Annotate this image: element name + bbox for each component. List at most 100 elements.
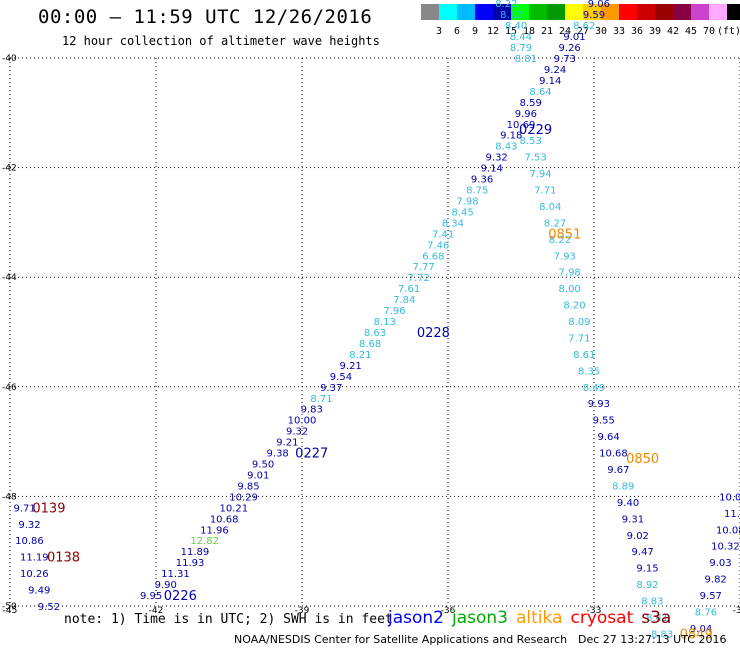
mission-cryosat: cryosat: [570, 608, 634, 628]
y-tick-label: -44: [2, 273, 17, 283]
wave-height-value: 7.46: [427, 240, 449, 251]
wave-height-value: 9.21: [276, 438, 298, 449]
wave-height-value: 8.81: [515, 54, 537, 65]
wave-height-value: 11.96: [200, 525, 229, 536]
wave-height-value: 9.37: [320, 383, 342, 394]
wave-height-value: 10.21: [220, 503, 249, 514]
wave-height-value: 9.71: [13, 503, 35, 514]
legend-label: 30: [594, 26, 608, 37]
wave-height-value: 10.69: [507, 120, 536, 131]
wave-height-value: 9.49: [28, 586, 50, 597]
legend-label: 45: [684, 26, 698, 37]
wave-height-value: 9.06: [588, 0, 610, 10]
wave-height-value: 9.38: [267, 449, 289, 460]
legend-swatch: [673, 4, 691, 20]
wave-height-value: 9.95: [140, 591, 162, 602]
wave-height-value: 9.14: [481, 164, 503, 175]
wave-height-value: 10.86: [15, 536, 44, 547]
map-title: 00:00 – 11:59 UTC 12/26/2016: [38, 6, 373, 28]
wave-height-value: 8.49: [583, 383, 605, 394]
wave-height-value: 9.01: [563, 32, 585, 43]
y-tick-label: -40: [2, 54, 17, 64]
legend-label: 15: [504, 26, 518, 37]
wave-height-value: 9.03: [709, 558, 731, 569]
legend-swatch: [511, 4, 529, 20]
y-tick-label: -48: [2, 492, 17, 502]
wave-height-value: 9.73: [554, 54, 576, 65]
x-tick-label: -42: [149, 606, 164, 616]
track-label: 0138: [47, 551, 80, 566]
wave-height-value: 9.02: [627, 531, 649, 542]
wave-height-value: 9.26: [559, 43, 581, 54]
wave-height-value: 8.89: [612, 481, 634, 492]
wave-height-value: 8.41: [646, 613, 668, 624]
track-label: 0226: [164, 589, 197, 604]
wave-height-value: 8.75: [466, 186, 488, 197]
wave-height-value: 10.08: [716, 525, 740, 536]
wave-height-value: 9.32: [286, 427, 308, 438]
map-subtitle: 12 hour collection of altimeter wave hei…: [62, 34, 380, 48]
legend-label: 27: [576, 26, 590, 37]
wave-height-value: 8.04: [539, 202, 561, 213]
wave-height-value: 8.83: [641, 597, 663, 608]
wave-height-value: 8.35: [578, 366, 600, 377]
wave-height-value: 9.21: [340, 361, 362, 372]
wave-height-value: 8.68: [359, 339, 381, 350]
wave-height-value: 8.45: [451, 207, 473, 218]
wave-height-value: 9.52: [38, 602, 60, 613]
legend-label: 70: [702, 26, 716, 37]
wave-height-value: 9.50: [252, 460, 274, 471]
legend-label: 18: [522, 26, 536, 37]
footer-date: Dec 27 13:27:13 UTC 2016: [578, 633, 727, 646]
wave-height-value: 9.01: [247, 470, 269, 481]
wave-height-value: 7.61: [398, 284, 420, 295]
legend-label: 33: [612, 26, 626, 37]
wave-height-value: 7.71: [534, 186, 556, 197]
legend-label: 21: [540, 26, 554, 37]
legend-label: 36: [630, 26, 644, 37]
legend-swatch: [655, 4, 673, 20]
wave-height-value: 8.34: [442, 218, 464, 229]
wave-height-value: 11.19: [20, 553, 49, 564]
wave-height-value: 7.41: [432, 229, 454, 240]
wave-height-value: 10.68: [210, 514, 239, 525]
x-tick-label: -33: [587, 606, 602, 616]
wave-height-value: 9.31: [622, 514, 644, 525]
wave-height-value: 9.55: [593, 416, 615, 427]
legend-label: 39: [648, 26, 662, 37]
legend-swatch: [565, 4, 583, 20]
legend-swatch: [601, 4, 619, 20]
wave-height-value: 9.24: [544, 65, 566, 76]
track-label: 0849: [680, 627, 713, 642]
x-tick-label: -39: [295, 606, 310, 616]
wave-height-value: 7.77: [413, 262, 435, 273]
legend-swatch: [421, 4, 439, 20]
y-tick-label: -50: [2, 602, 17, 612]
wave-height-value: 9.36: [471, 175, 493, 186]
wave-height-value: 9.47: [632, 547, 654, 558]
wave-height-value: 8.92: [636, 580, 658, 591]
wave-height-value: 10.00: [288, 416, 317, 427]
legend-swatch: [619, 4, 637, 20]
wave-height-value: 7.84: [393, 295, 415, 306]
wave-height-value: 8.71: [310, 394, 332, 405]
wave-height-value: 8.43: [495, 142, 517, 153]
track-label: 0139: [32, 501, 65, 516]
wave-height-value: 7.98: [456, 196, 478, 207]
wave-height-value: 7.96: [383, 306, 405, 317]
wave-height-value: 7.53: [524, 153, 546, 164]
wave-height-value: 8.13: [374, 317, 396, 328]
wave-height-value: 11.3: [724, 509, 740, 520]
wave-height-value: 8.20: [563, 301, 585, 312]
wave-height-value: 7.94: [529, 169, 551, 180]
wave-height-value: 9.32: [486, 153, 508, 164]
wave-height-value: 8.22: [549, 235, 571, 246]
footer-credit: NOAA/NESDIS Center for Satellite Applica…: [234, 633, 568, 646]
wave-height-value: 12.82: [190, 536, 219, 547]
legend-label: 24: [558, 26, 572, 37]
legend-swatch: [727, 4, 740, 20]
wave-height-value: 7.98: [559, 268, 581, 279]
wave-height-value: 9.18: [500, 131, 522, 142]
wave-height-value: 9.85: [237, 481, 259, 492]
